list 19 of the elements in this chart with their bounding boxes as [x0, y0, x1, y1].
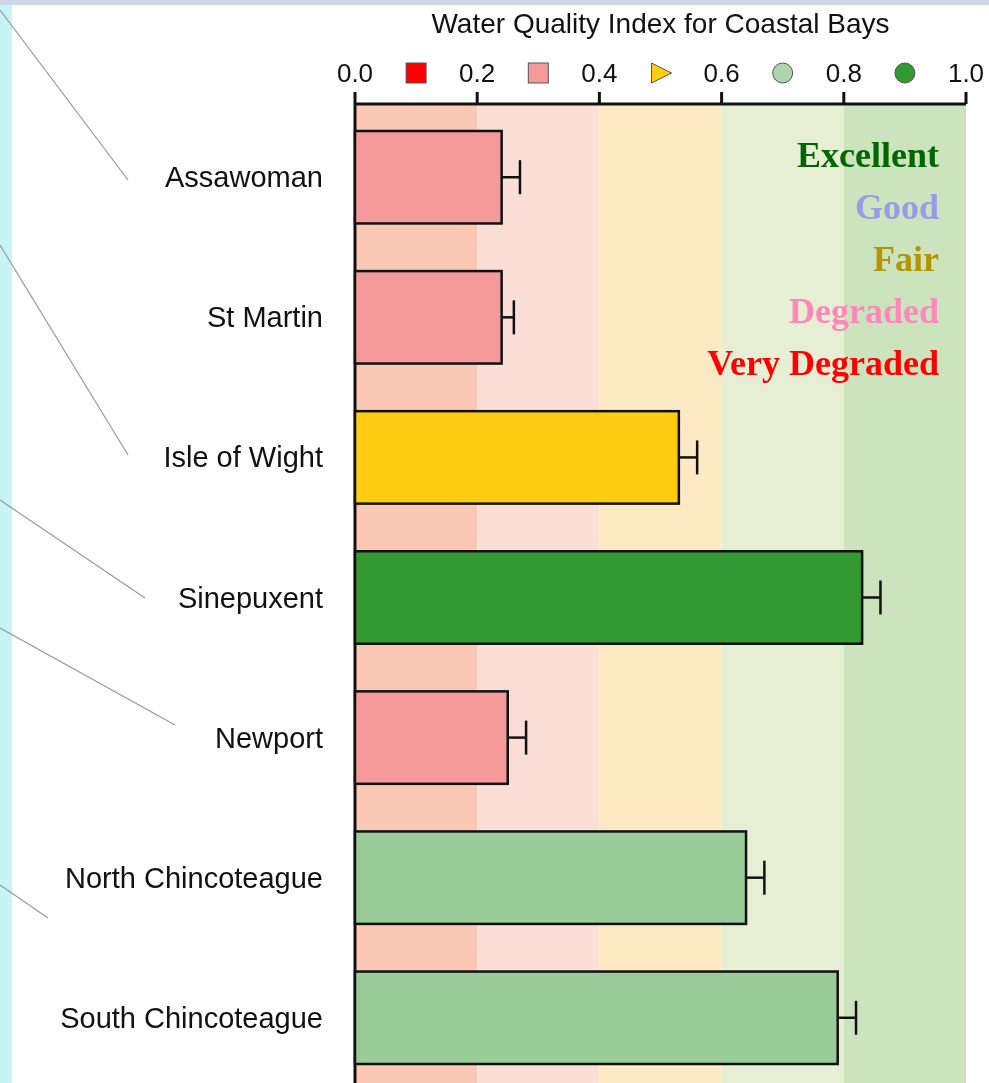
annotation: Very Degraded	[707, 343, 939, 383]
chart-title: Water Quality Index for Coastal Bays	[431, 8, 890, 39]
y-tick-label: Sinepuxent	[177, 581, 323, 614]
x-tick-label: 0.0	[336, 58, 374, 88]
annotation: Degraded	[789, 291, 939, 331]
annotation: Fair	[873, 239, 940, 279]
x-tick-label: 0.2	[459, 58, 496, 88]
annotation: Good	[854, 187, 939, 227]
y-tick-label: Newport	[215, 721, 323, 754]
x-tick-label: 0.8	[825, 58, 862, 88]
y-tick-label: Assawoman	[165, 161, 323, 194]
y-tick-label: St Martin	[206, 301, 323, 334]
y-tick-label: South Chincoteague	[60, 1001, 323, 1034]
y-tick-label: Isle of Wight	[163, 441, 323, 474]
x-tick-label: 1.0	[947, 58, 985, 88]
x-tick-label: 0.6	[703, 58, 740, 88]
x-tick-label: 0.4	[581, 58, 618, 88]
y-tick-label: North Chincoteague	[65, 861, 323, 894]
annotation: Excellent	[797, 135, 939, 175]
